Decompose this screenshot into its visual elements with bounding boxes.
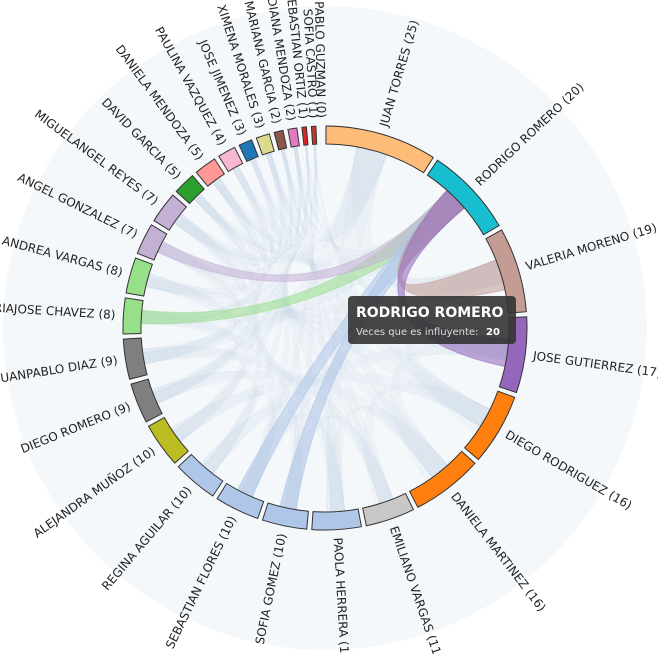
tooltip: RODRIGO ROMERO Veces que es influyente: …	[348, 296, 516, 344]
group-label: PAOLA HERRERA (11)	[331, 537, 352, 654]
group-arc	[408, 450, 476, 509]
group-arc	[122, 337, 148, 380]
group-arc	[147, 416, 189, 464]
group-arc	[122, 297, 144, 335]
group-arc	[136, 224, 168, 261]
group-arc	[153, 194, 188, 231]
group-arc	[310, 125, 318, 145]
group-arc	[273, 129, 288, 151]
group-arc	[301, 126, 309, 146]
group-arc	[130, 378, 163, 423]
group-label: SOFIA CASTRO (1)	[301, 8, 321, 118]
group-arc	[426, 159, 500, 236]
tooltip-label: Veces que es influyente:	[356, 327, 478, 338]
arcs	[122, 125, 528, 531]
group-arc	[463, 390, 516, 461]
group-arc	[177, 453, 224, 497]
group-arc	[255, 133, 275, 156]
group-arc	[261, 502, 309, 530]
group-arc	[175, 174, 205, 205]
group-arc	[325, 125, 434, 174]
backdrop	[3, 6, 647, 650]
group-arc	[125, 257, 154, 297]
tooltip-value: 20	[486, 327, 500, 338]
tooltip-title: RODRIGO ROMERO	[356, 305, 504, 321]
group-arc	[311, 508, 362, 531]
group-arc	[362, 492, 415, 527]
group-arc	[238, 139, 259, 163]
group-arc	[287, 127, 300, 148]
group-arc	[485, 229, 527, 314]
group-arc	[216, 482, 265, 520]
group-label: JUANPABLO GUZMAN (0)	[311, 0, 328, 118]
group-arc	[218, 146, 244, 173]
group-arc	[195, 158, 226, 187]
tooltip-box	[348, 296, 516, 344]
